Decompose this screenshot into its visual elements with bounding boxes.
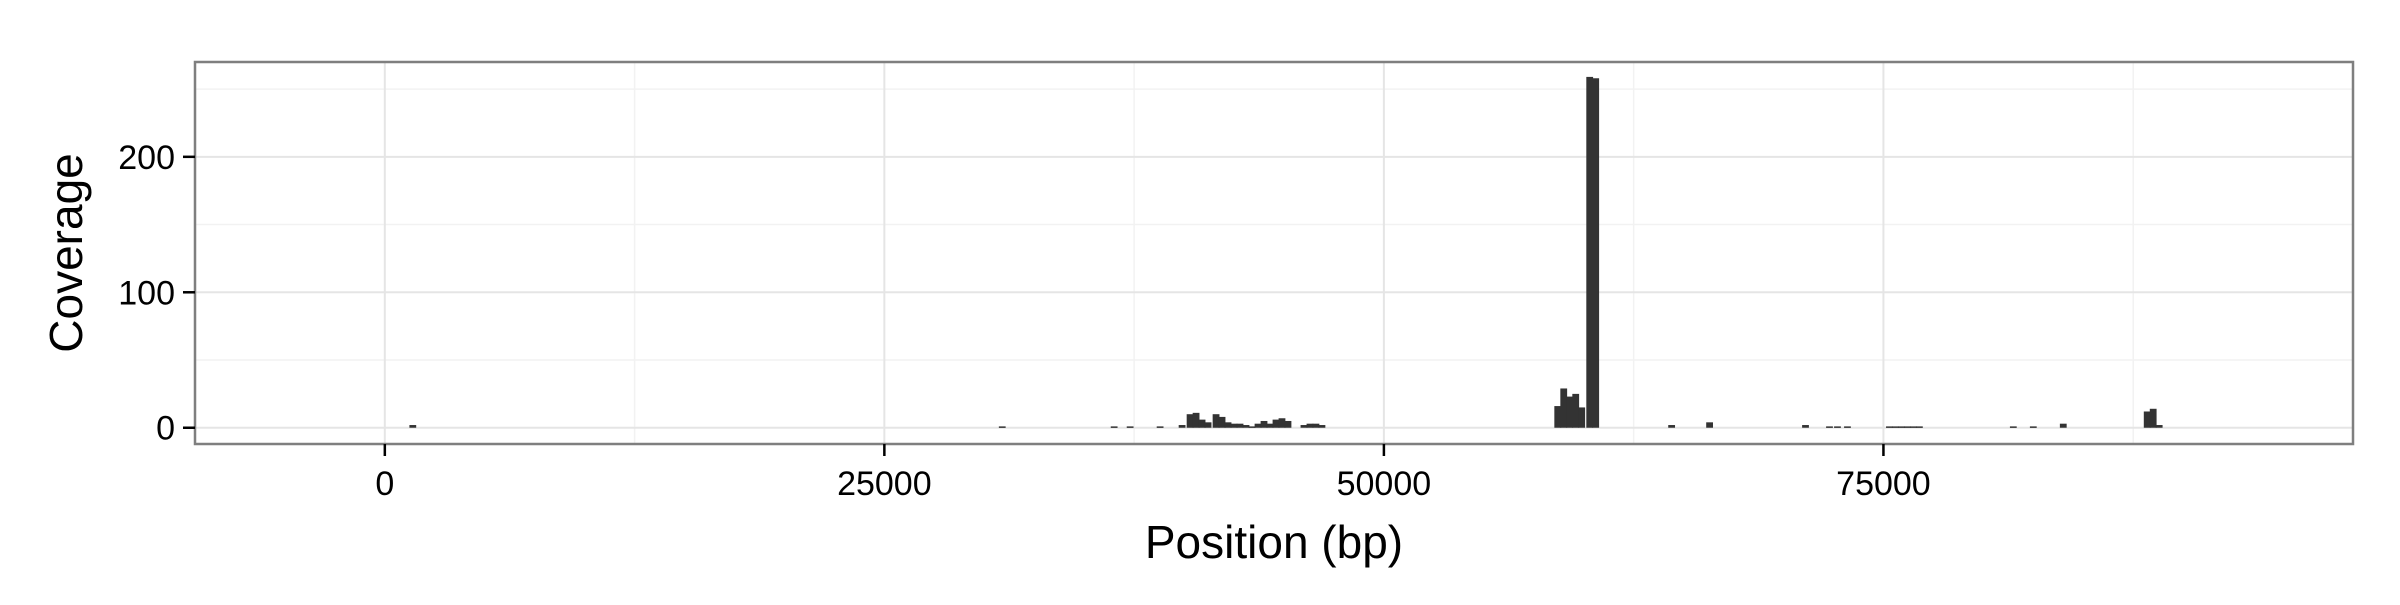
coverage-bar [1236, 423, 1244, 428]
coverage-bar [1248, 426, 1256, 428]
coverage-bar [1892, 426, 1899, 428]
plot-panel-border [193, 60, 2355, 446]
coverage-bar [1242, 425, 1250, 428]
coverage-bar [1272, 419, 1280, 428]
coverage-bar [1306, 423, 1314, 428]
coverage-bar [1898, 426, 1905, 428]
coverage-bar [1578, 407, 1586, 428]
coverage-bar [1834, 426, 1841, 428]
coverage-bar [1566, 396, 1574, 428]
x-tick-label: 50000 [1337, 465, 1432, 503]
coverage-bar [998, 426, 1006, 428]
coverage-bar [1212, 414, 1220, 428]
coverage-bar [1844, 426, 1851, 428]
coverage-bar [2149, 408, 2157, 428]
x-axis-title: Position (bp) [1145, 516, 1403, 568]
coverage-bar [1554, 406, 1562, 428]
x-tick-label: 75000 [1836, 465, 1931, 503]
x-axis: 0 25000 50000 75000 [375, 444, 1931, 503]
coverage-bar [1192, 412, 1200, 428]
x-tick-label: 0 [375, 465, 394, 503]
coverage-bar [1592, 78, 1600, 428]
coverage-bar [1266, 423, 1274, 428]
coverage-bar [1904, 426, 1911, 428]
coverage-bar [2029, 426, 2037, 428]
x-tick-label: 25000 [837, 465, 932, 503]
coverage-bar [1916, 426, 1923, 428]
y-tick-label: 100 [118, 274, 175, 312]
y-tick-label: 0 [156, 410, 175, 448]
coverage-bar [1560, 388, 1568, 428]
coverage-bar [2059, 423, 2067, 428]
coverage-bar [2143, 411, 2151, 428]
coverage-bar [2009, 426, 2017, 428]
bars [409, 76, 2163, 428]
coverage-bar [1802, 425, 1809, 428]
coverage-bar [1586, 76, 1594, 428]
gridlines [195, 62, 2353, 444]
coverage-bar [1668, 425, 1676, 428]
coverage-bar [1572, 393, 1580, 428]
coverage-bar [1910, 426, 1917, 428]
coverage-bar [2155, 425, 2163, 428]
coverage-bar [409, 425, 417, 428]
coverage-bar [1706, 422, 1713, 428]
y-axis: 0 100 200 [118, 139, 195, 448]
coverage-bar [1254, 423, 1262, 428]
coverage-bar [1260, 420, 1268, 428]
coverage-bar [1186, 414, 1194, 428]
y-axis-title: Coverage [40, 153, 92, 352]
coverage-bar [1204, 422, 1212, 428]
coverage-bar [1178, 425, 1186, 428]
coverage-bar [1198, 419, 1206, 428]
coverage-bar [1300, 425, 1308, 428]
coverage-bar [1278, 418, 1286, 428]
coverage-bar [1218, 416, 1226, 428]
coverage-bar [1230, 423, 1238, 428]
coverage-bar [1110, 426, 1118, 428]
coverage-bar [1156, 426, 1164, 428]
coverage-bar [1224, 422, 1232, 428]
y-tick-label: 200 [118, 139, 175, 177]
coverage-bar [1126, 426, 1134, 428]
coverage-bar [1284, 420, 1292, 428]
coverage-bar [1826, 426, 1833, 428]
coverage-bar [1312, 423, 1320, 428]
coverage-bar [1886, 426, 1893, 428]
coverage-bar [1318, 425, 1326, 428]
